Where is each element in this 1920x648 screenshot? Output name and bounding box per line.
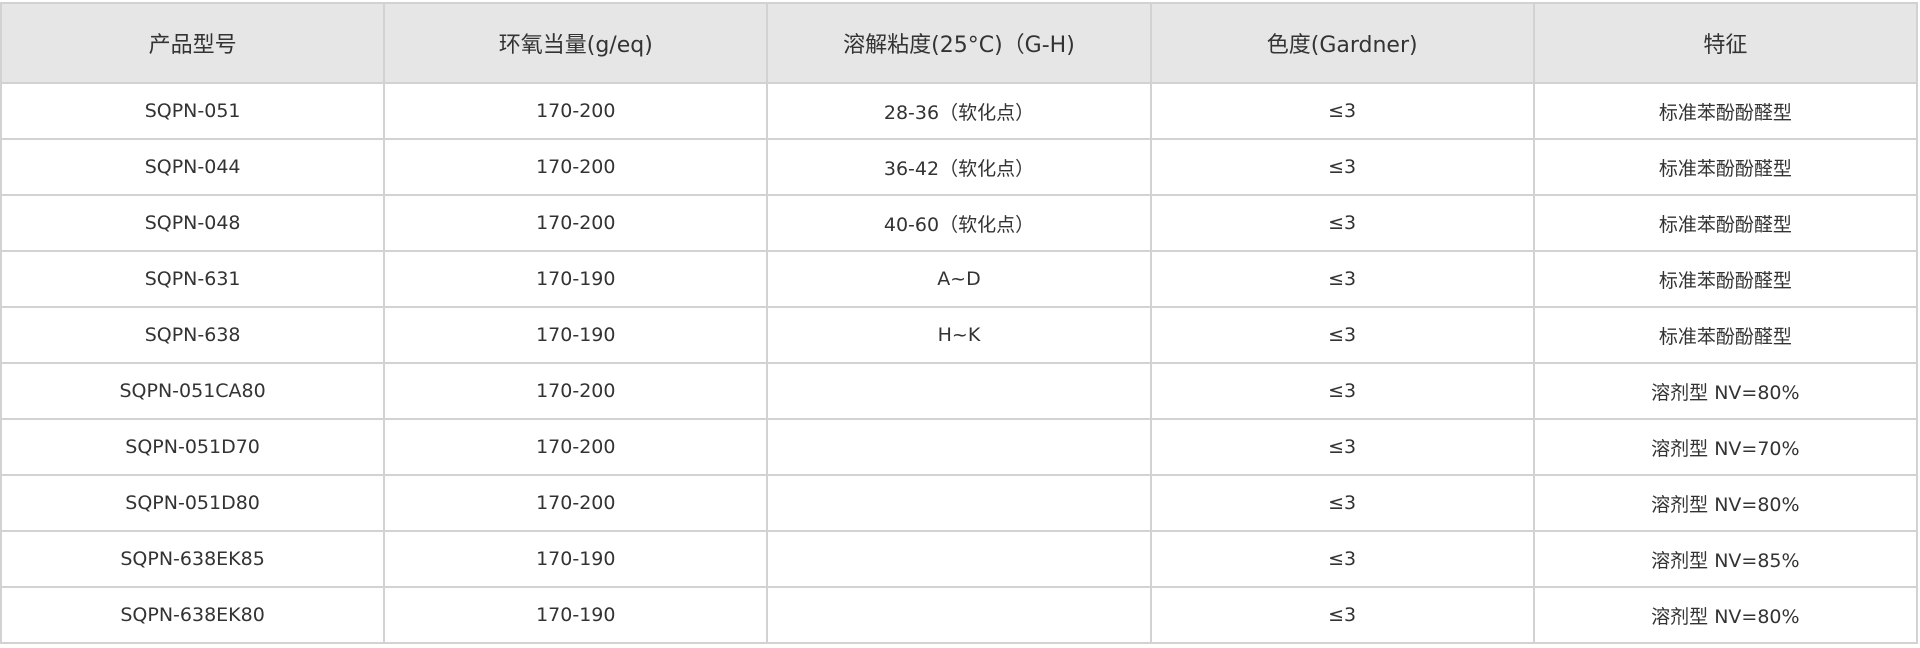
- cell-feature: 标准苯酚酚醛型: [1532, 306, 1919, 364]
- cell-model: SQPN-631: [0, 250, 386, 308]
- table-row: SQPN-051CA80 170-200 ≤3 溶剂型 NV=80%: [0, 362, 1919, 420]
- table-row: SQPN-638EK85 170-190 ≤3 溶剂型 NV=85%: [0, 530, 1919, 588]
- cell-epoxy-equivalent: 170-200: [383, 194, 769, 252]
- cell-color-gardner: ≤3: [1149, 362, 1535, 420]
- column-header-model: 产品型号: [0, 2, 386, 84]
- cell-color-gardner: ≤3: [1149, 82, 1535, 140]
- table-row: SQPN-638 170-190 H~K ≤3 标准苯酚酚醛型: [0, 306, 1919, 364]
- cell-viscosity: H~K: [766, 306, 1152, 364]
- cell-model: SQPN-051CA80: [0, 362, 386, 420]
- table-row: SQPN-631 170-190 A~D ≤3 标准苯酚酚醛型: [0, 250, 1919, 308]
- cell-epoxy-equivalent: 170-200: [383, 418, 769, 476]
- cell-model: SQPN-051D70: [0, 418, 386, 476]
- cell-feature: 溶剂型 NV=80%: [1532, 362, 1919, 420]
- cell-model: SQPN-638: [0, 306, 386, 364]
- table-row: SQPN-044 170-200 36-42（软化点） ≤3 标准苯酚酚醛型: [0, 138, 1919, 196]
- column-header-color-gardner: 色度(Gardner): [1149, 2, 1535, 84]
- cell-epoxy-equivalent: 170-200: [383, 362, 769, 420]
- table-row: SQPN-638EK80 170-190 ≤3 溶剂型 NV=80%: [0, 586, 1919, 644]
- cell-viscosity: 36-42（软化点）: [766, 138, 1152, 196]
- table-row: SQPN-051 170-200 28-36（软化点） ≤3 标准苯酚酚醛型: [0, 82, 1919, 140]
- cell-epoxy-equivalent: 170-190: [383, 250, 769, 308]
- cell-model: SQPN-044: [0, 138, 386, 196]
- cell-model: SQPN-638EK80: [0, 586, 386, 644]
- cell-viscosity: [766, 474, 1152, 532]
- cell-feature: 标准苯酚酚醛型: [1532, 82, 1919, 140]
- table-row: SQPN-048 170-200 40-60（软化点） ≤3 标准苯酚酚醛型: [0, 194, 1919, 252]
- cell-model: SQPN-051: [0, 82, 386, 140]
- cell-color-gardner: ≤3: [1149, 250, 1535, 308]
- cell-color-gardner: ≤3: [1149, 306, 1535, 364]
- cell-feature: 标准苯酚酚醛型: [1532, 194, 1919, 252]
- cell-epoxy-equivalent: 170-200: [383, 82, 769, 140]
- cell-viscosity: [766, 586, 1152, 644]
- cell-viscosity: A~D: [766, 250, 1152, 308]
- cell-viscosity: [766, 530, 1152, 588]
- table-header-row: 产品型号 环氧当量(g/eq) 溶解粘度(25°C)（G-H) 色度(Gardner)…: [0, 2, 1919, 84]
- cell-viscosity: 28-36（软化点）: [766, 82, 1152, 140]
- table-row: SQPN-051D80 170-200 ≤3 溶剂型 NV=80%: [0, 474, 1919, 532]
- cell-color-gardner: ≤3: [1149, 138, 1535, 196]
- cell-model: SQPN-638EK85: [0, 530, 386, 588]
- cell-color-gardner: ≤3: [1149, 418, 1535, 476]
- cell-color-gardner: ≤3: [1149, 586, 1535, 644]
- column-header-viscosity: 溶解粘度(25°C)（G-H): [766, 2, 1152, 84]
- cell-color-gardner: ≤3: [1149, 530, 1535, 588]
- cell-epoxy-equivalent: 170-200: [383, 138, 769, 196]
- cell-epoxy-equivalent: 170-190: [383, 586, 769, 644]
- cell-viscosity: 40-60（软化点）: [766, 194, 1152, 252]
- cell-model: SQPN-048: [0, 194, 386, 252]
- cell-feature: 标准苯酚酚醛型: [1532, 138, 1919, 196]
- cell-model: SQPN-051D80: [0, 474, 386, 532]
- column-header-feature: 特征: [1532, 2, 1919, 84]
- table-row: SQPN-051D70 170-200 ≤3 溶剂型 NV=70%: [0, 418, 1919, 476]
- cell-feature: 溶剂型 NV=70%: [1532, 418, 1919, 476]
- cell-color-gardner: ≤3: [1149, 474, 1535, 532]
- cell-feature: 溶剂型 NV=80%: [1532, 586, 1919, 644]
- column-header-epoxy-equivalent: 环氧当量(g/eq): [383, 2, 769, 84]
- cell-viscosity: [766, 362, 1152, 420]
- cell-feature: 溶剂型 NV=85%: [1532, 530, 1919, 588]
- cell-color-gardner: ≤3: [1149, 194, 1535, 252]
- cell-feature: 标准苯酚酚醛型: [1532, 250, 1919, 308]
- cell-epoxy-equivalent: 170-190: [383, 530, 769, 588]
- cell-feature: 溶剂型 NV=80%: [1532, 474, 1919, 532]
- cell-epoxy-equivalent: 170-200: [383, 474, 769, 532]
- cell-viscosity: [766, 418, 1152, 476]
- cell-epoxy-equivalent: 170-190: [383, 306, 769, 364]
